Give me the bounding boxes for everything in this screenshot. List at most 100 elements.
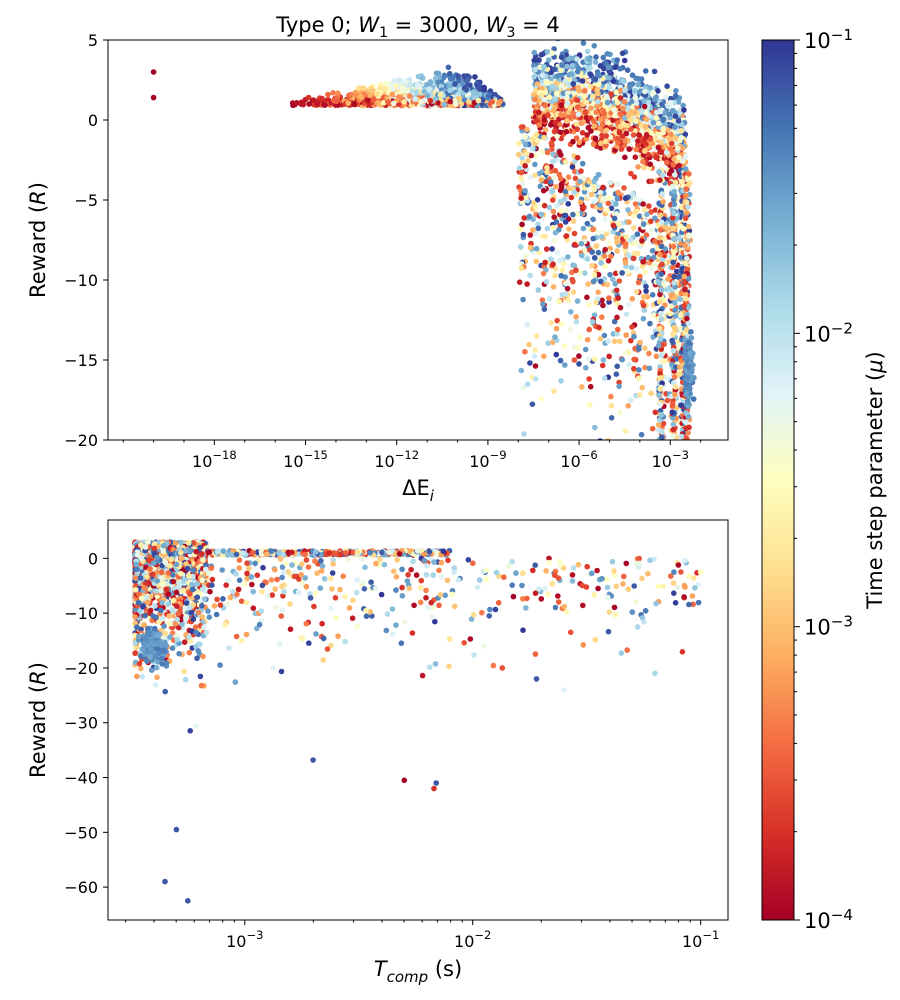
top-scatter-point — [683, 425, 689, 432]
top-scatter-point — [647, 320, 653, 327]
top-scatter-point — [637, 453, 643, 459]
top-scatter-point — [614, 99, 621, 106]
top-scatter-point — [591, 118, 597, 125]
top-scatter-point — [536, 109, 542, 116]
top-scatter-point — [613, 201, 619, 207]
top-scatter-point — [577, 199, 584, 205]
top-scatter-point — [613, 371, 620, 378]
top-scatter-point — [589, 262, 595, 269]
top-scatter-point — [611, 338, 618, 345]
top-scatter-point — [682, 166, 689, 172]
top-scatter-point — [630, 132, 637, 138]
top-scatter-point — [614, 57, 620, 63]
top-scatter-point — [592, 59, 599, 65]
top-scatter-point — [599, 132, 605, 139]
bottom-panel: 0−10−20−30−40−50−60 10−3 10−2 10−1 Reward … — [26, 519, 729, 986]
top-scatter-point — [670, 331, 676, 338]
top-scatter-point — [679, 179, 685, 185]
top-scatter-point — [656, 325, 663, 332]
top-scatter-point — [608, 453, 614, 459]
top-scatter-point — [641, 453, 647, 459]
top-scatter-point — [578, 252, 585, 259]
top-scatter-point — [595, 171, 602, 178]
top-scatter-point — [605, 200, 612, 207]
top-scatter-point — [660, 199, 666, 205]
top-scatter-point — [653, 115, 660, 121]
top-scatter-point — [590, 278, 597, 285]
top-scatter-point — [685, 320, 692, 327]
top-scatter-point — [575, 111, 582, 118]
top-scatter-point — [551, 238, 558, 244]
top-scatter-point — [671, 210, 677, 217]
top-scatter-point — [671, 235, 678, 242]
top-scatter-point — [661, 358, 668, 365]
top-scatter-point — [652, 215, 658, 221]
top-scatter-point — [550, 151, 556, 157]
top-scatter-point — [590, 93, 596, 100]
top-y-label: Reward (R) — [26, 182, 50, 298]
top-scatter-point — [584, 336, 591, 343]
top-scatter-point — [642, 124, 649, 130]
top-scatter-point — [567, 326, 574, 333]
top-scatter-point — [637, 339, 643, 346]
top-scatter-point — [542, 127, 549, 133]
top-scatter-point — [559, 83, 565, 89]
top-scatter-point — [571, 357, 578, 363]
top-scatter-point — [553, 90, 560, 97]
top-scatter-point — [690, 396, 697, 402]
top-scatter-point — [604, 281, 611, 288]
top-scatter-point — [632, 88, 638, 94]
top-scatter-point — [670, 433, 676, 439]
top-scatter-point — [671, 201, 678, 208]
y-tick-label: −20 — [64, 431, 98, 450]
top-scatter-point — [591, 272, 598, 278]
top-scatter-point — [518, 265, 525, 272]
top-scatter-point — [305, 94, 312, 101]
top-scatter-point — [617, 95, 624, 101]
top-scatter-point — [684, 315, 690, 322]
top-scatter-point — [625, 268, 631, 275]
top-scatter-point — [671, 442, 677, 448]
top-scatter-point — [681, 280, 688, 286]
top-scatter-point — [548, 256, 554, 262]
top-scatter-point — [520, 296, 526, 303]
top-scatter-point — [658, 316, 665, 322]
top-scatter-point — [657, 177, 663, 183]
top-scatter-point — [562, 212, 569, 219]
top-scatter-point — [445, 64, 452, 71]
top-scatter-point — [658, 443, 664, 449]
top-scatter-point — [655, 144, 662, 151]
top-scatter-point — [579, 160, 586, 167]
top-scatter-point — [562, 291, 569, 297]
top-scatter-point — [625, 207, 631, 213]
top-scatter-point — [544, 169, 550, 176]
top-scatter-point — [558, 112, 564, 118]
top-scatter-point — [634, 453, 640, 459]
top-scatter-point — [563, 128, 570, 135]
top-scatter-point — [576, 334, 583, 340]
top-scatter-point — [670, 347, 677, 354]
top-scatter-point — [518, 195, 524, 201]
top-scatter-points — [150, 40, 697, 459]
top-scatter-point — [641, 294, 647, 300]
top-scatter-point — [658, 411, 665, 418]
top-scatter-point — [621, 185, 627, 191]
top-scatter-point — [660, 126, 667, 132]
top-scatter-point — [671, 188, 678, 195]
top-scatter-point — [532, 96, 538, 103]
top-scatter-point — [681, 107, 687, 113]
top-scatter-point — [600, 184, 606, 191]
top-scatter-point — [601, 375, 608, 382]
top-scatter-point — [597, 278, 604, 285]
top-scatter-point — [593, 197, 599, 203]
top-scatter-point — [687, 441, 693, 447]
top-scatter-point — [535, 287, 542, 293]
top-scatter-point — [570, 289, 577, 295]
top-scatter-point — [391, 78, 397, 84]
top-scatter-point — [547, 179, 554, 185]
top-scatter-point — [571, 230, 578, 237]
top-scatter-point — [573, 135, 580, 141]
top-scatter-point — [556, 298, 563, 305]
top-scatter-point — [574, 298, 581, 304]
